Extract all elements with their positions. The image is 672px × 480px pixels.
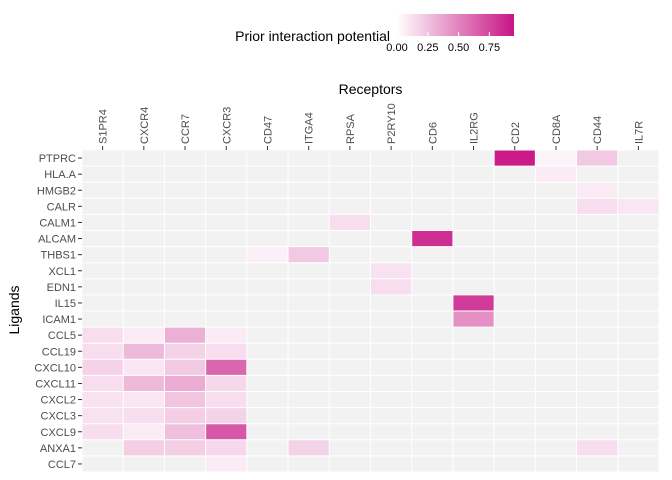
legend-title: Prior interaction potential bbox=[235, 28, 390, 44]
heatmap-cell-THBS1-ITGA4 bbox=[288, 246, 330, 263]
heatmap-cell-CXCL11-CCR7 bbox=[164, 375, 206, 392]
y-tick-label-CXCL3: CXCL3 bbox=[41, 411, 76, 423]
legend-tick-label: 0.00 bbox=[386, 42, 407, 54]
heatmap-cell-ANXA1-CXCR4 bbox=[123, 439, 165, 456]
heatmap-cell-CXCL10-CXCR4 bbox=[123, 359, 165, 376]
y-tick-label-ALCAM: ALCAM bbox=[38, 234, 76, 246]
y-tick-label-CXCL9: CXCL9 bbox=[41, 427, 76, 439]
x-axis-tick-labels: S1PR4 CXCR4 CCR7 CXCR3 CD47 ITGA4 RPSA P2RY10 CD… bbox=[98, 103, 646, 144]
heatmap-cell-CXCL10-CCR7 bbox=[164, 359, 206, 376]
color-legend: Prior interaction potential 0.00 0.25 0.50… bbox=[235, 14, 514, 54]
heatmap-cell-CXCL2-CXCR3 bbox=[205, 391, 247, 408]
heatmap-cell-CALM1-RPSA bbox=[329, 214, 371, 231]
heatmap-cell-ANXA1-ITGA4 bbox=[288, 439, 330, 456]
y-tick-label-CALR: CALR bbox=[47, 201, 76, 213]
x-tick-label-CCR7: CCR7 bbox=[180, 114, 192, 144]
y-tick-label-THBS1: THBS1 bbox=[41, 250, 76, 262]
y-axis-tick-labels: PTPRC HLA.A HMGB2 CALR CALM1 ALCAM THBS1 XCL1 ED… bbox=[34, 153, 76, 471]
heatmap-cell-CXCL2-CXCR4 bbox=[123, 391, 165, 408]
y-tick-label-HMGB2: HMGB2 bbox=[37, 185, 76, 197]
heatmap-cell-CCL5-S1PR4 bbox=[82, 327, 124, 344]
x-tick-label-CXCR4: CXCR4 bbox=[139, 107, 151, 144]
x-tick-label-CD44: CD44 bbox=[592, 116, 604, 144]
heatmap-cell-CALR-CD44 bbox=[576, 198, 618, 215]
x-tick-label-P2RY10: P2RY10 bbox=[386, 103, 398, 144]
heatmap-cell-PTPRC-CD8A bbox=[535, 150, 577, 167]
legend-tick-label: 0.50 bbox=[448, 42, 469, 54]
heatmap-cell-CXCL3-CCR7 bbox=[164, 407, 206, 424]
heatmap-cell-CCL19-S1PR4 bbox=[82, 343, 124, 360]
y-tick-label-ICAM1: ICAM1 bbox=[42, 314, 76, 326]
y-tick-label-PTPRC: PTPRC bbox=[39, 153, 76, 165]
heatmap-cell-CXCL9-CCR7 bbox=[164, 423, 206, 440]
heatmap-cell-ICAM1-IL2RG bbox=[452, 311, 495, 328]
y-tick-label-CCL5: CCL5 bbox=[48, 330, 76, 342]
y-tick-label-CXCL10: CXCL10 bbox=[34, 362, 76, 374]
heatmap-cells bbox=[82, 150, 659, 472]
heatmap-cell-ANXA1-CXCR3 bbox=[205, 439, 247, 456]
heatmap-cell-CXCL9-S1PR4 bbox=[82, 423, 124, 440]
y-tick-label-CCL7: CCL7 bbox=[48, 459, 76, 471]
heatmap-cell-CXCL9-CXCR3 bbox=[205, 423, 247, 440]
heatmap-cell-CCL19-CCR7 bbox=[164, 343, 206, 360]
x-tick-label-RPSA: RPSA bbox=[345, 113, 357, 144]
y-tick-label-ANXA1: ANXA1 bbox=[40, 443, 76, 455]
heatmap-cell-THBS1-CD47 bbox=[246, 246, 289, 263]
y-axis-title: Ligands bbox=[6, 285, 22, 334]
x-tick-label-IL2RG: IL2RG bbox=[469, 112, 481, 144]
heatmap-cell-HMGB2-CD44 bbox=[576, 182, 618, 199]
heatmap-cell-CXCL11-CXCR3 bbox=[205, 375, 247, 392]
heatmap-cell-CXCL2-CCR7 bbox=[164, 391, 206, 408]
x-tick-label-CD6: CD6 bbox=[427, 122, 439, 144]
heatmap-cell-CXCL11-S1PR4 bbox=[82, 375, 124, 392]
heatmap-cell-CXCL11-CXCR4 bbox=[123, 375, 165, 392]
heatmap-cell-PTPRC-CD2 bbox=[494, 150, 536, 167]
heatmap-cell-CXCL10-S1PR4 bbox=[82, 359, 124, 376]
heatmap-cell-CXCL9-CXCR4 bbox=[123, 423, 165, 440]
y-tick-label-XCL1: XCL1 bbox=[48, 266, 76, 278]
heatmap-cell-CCL7-CXCR3 bbox=[205, 455, 247, 472]
y-tick-label-EDN1: EDN1 bbox=[47, 282, 76, 294]
x-tick-label-CD8A: CD8A bbox=[551, 114, 563, 144]
y-tick-label-CALM1: CALM1 bbox=[39, 217, 76, 229]
heatmap-cell-CXCL3-CXCR3 bbox=[205, 407, 247, 424]
legend-tick-label: 0.75 bbox=[479, 42, 500, 54]
heatmap-cell-EDN1-P2RY10 bbox=[370, 278, 412, 295]
y-tick-label-IL15: IL15 bbox=[55, 298, 76, 310]
heatmap-cell-CCL19-CXCR3 bbox=[205, 343, 247, 360]
x-tick-label-CD47: CD47 bbox=[262, 116, 274, 144]
y-tick-label-HLA.A: HLA.A bbox=[44, 169, 76, 181]
x-tick-label-CXCR3: CXCR3 bbox=[221, 107, 233, 144]
heatmap-cell-HLA.A-CD8A bbox=[535, 166, 577, 183]
y-tick-label-CCL19: CCL19 bbox=[42, 346, 76, 358]
x-tick-label-S1PR4: S1PR4 bbox=[98, 109, 110, 144]
heatmap-cell-PTPRC-CD44 bbox=[576, 150, 618, 167]
x-tick-label-CD2: CD2 bbox=[510, 122, 522, 144]
x-tick-label-ITGA4: ITGA4 bbox=[304, 112, 316, 144]
grid-lines bbox=[81, 149, 660, 473]
heatmap-cell-CXCL10-CXCR3 bbox=[205, 359, 247, 376]
x-tick-label-IL7R: IL7R bbox=[633, 121, 645, 144]
heatmap-cell-CXCL3-S1PR4 bbox=[82, 407, 124, 424]
heatmap-cell-CCL5-CXCR4 bbox=[123, 327, 165, 344]
heatmap-cell-ALCAM-CD6 bbox=[411, 230, 453, 247]
legend-tick-label: 0.25 bbox=[417, 42, 438, 54]
heatmap-cell-XCL1-P2RY10 bbox=[370, 262, 412, 279]
heatmap-cell-ANXA1-CD44 bbox=[576, 439, 618, 456]
heatmap-cell-CCL5-CXCR3 bbox=[205, 327, 247, 344]
heatmap-cell-CCL19-CXCR4 bbox=[123, 343, 165, 360]
heatmap-cell-CXCL3-CXCR4 bbox=[123, 407, 165, 424]
heatmap-cell-CXCL2-S1PR4 bbox=[82, 391, 124, 408]
heatmap-cell-IL15-IL2RG bbox=[452, 294, 495, 311]
heatmap-cell-ANXA1-CCR7 bbox=[164, 439, 206, 456]
axis-tick-marks bbox=[78, 146, 639, 465]
y-tick-label-CXCL11: CXCL11 bbox=[35, 378, 76, 390]
heatmap-cell-CCL5-CCR7 bbox=[164, 327, 206, 344]
legend-colorbar bbox=[397, 14, 514, 36]
x-axis-title: Receptors bbox=[339, 81, 403, 97]
y-tick-label-CXCL2: CXCL2 bbox=[41, 395, 76, 407]
heatmap-cell-CALR-IL7R bbox=[617, 198, 659, 215]
